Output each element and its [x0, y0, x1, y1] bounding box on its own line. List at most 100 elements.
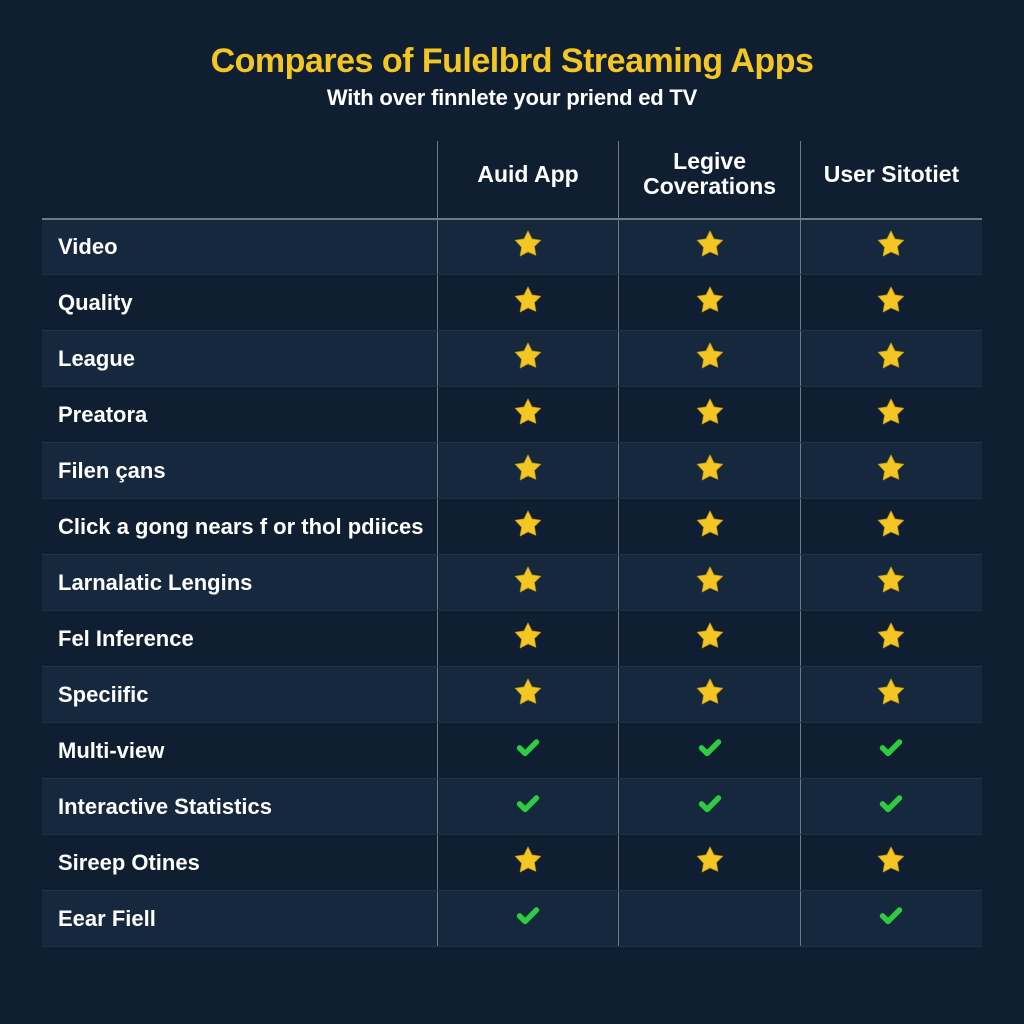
cell: [800, 723, 982, 779]
star-icon: [512, 284, 544, 316]
table-row: Eear Fiell: [42, 891, 982, 947]
star-icon: [694, 340, 726, 372]
cell: [619, 387, 801, 443]
col-header-1: Auid App: [437, 141, 619, 219]
star-icon: [875, 508, 907, 540]
star-icon: [512, 396, 544, 428]
cell: [800, 499, 982, 555]
star-icon: [875, 284, 907, 316]
cell: [619, 499, 801, 555]
star-icon: [694, 396, 726, 428]
table-row: Multi-view: [42, 723, 982, 779]
cell: [437, 331, 619, 387]
row-label: Video: [42, 219, 437, 275]
cell: [437, 387, 619, 443]
row-label: Filen çans: [42, 443, 437, 499]
table-row: League: [42, 331, 982, 387]
cell: [800, 443, 982, 499]
col-header-2: Legive Coverations: [619, 141, 801, 219]
check-icon: [513, 733, 543, 763]
star-icon: [694, 564, 726, 596]
row-label: Speciific: [42, 667, 437, 723]
table-row: Video: [42, 219, 982, 275]
row-label: Larnalatic Lengins: [42, 555, 437, 611]
star-icon: [694, 676, 726, 708]
cell: [800, 219, 982, 275]
table-body: Video Quality League Preatora Filen çans…: [42, 219, 982, 947]
check-icon: [513, 789, 543, 819]
cell: [437, 835, 619, 891]
page-subtitle: With over finnlete your priend ed TV: [42, 85, 982, 111]
cell: [619, 723, 801, 779]
cell: [800, 891, 982, 947]
star-icon: [875, 620, 907, 652]
table-row: Interactive Statistics: [42, 779, 982, 835]
table-row: Fel Inference: [42, 611, 982, 667]
star-icon: [875, 676, 907, 708]
table-row: Sireep Otines: [42, 835, 982, 891]
table-row: Speciific: [42, 667, 982, 723]
star-icon: [694, 452, 726, 484]
cell: [800, 275, 982, 331]
table-row: Filen çans: [42, 443, 982, 499]
star-icon: [694, 228, 726, 260]
star-icon: [875, 340, 907, 372]
cell: [800, 555, 982, 611]
row-label: Multi-view: [42, 723, 437, 779]
star-icon: [512, 452, 544, 484]
star-icon: [512, 844, 544, 876]
cell: [437, 219, 619, 275]
cell: [437, 611, 619, 667]
cell: [437, 275, 619, 331]
star-icon: [694, 620, 726, 652]
table-row: Quality: [42, 275, 982, 331]
cell: [619, 835, 801, 891]
star-icon: [875, 452, 907, 484]
cell: [800, 779, 982, 835]
check-icon: [513, 901, 543, 931]
cell: [437, 891, 619, 947]
table-row: Larnalatic Lengins: [42, 555, 982, 611]
star-icon: [694, 508, 726, 540]
check-icon: [695, 789, 725, 819]
row-label: Interactive Statistics: [42, 779, 437, 835]
cell: [437, 779, 619, 835]
cell: [437, 443, 619, 499]
star-icon: [512, 564, 544, 596]
comparison-table: Auid App Legive Coverations User Sitotie…: [42, 141, 982, 947]
cell: [800, 387, 982, 443]
star-icon: [512, 620, 544, 652]
cell: [619, 275, 801, 331]
table-header: Auid App Legive Coverations User Sitotie…: [42, 141, 982, 219]
cell: [437, 723, 619, 779]
col-header-3: User Sitotiet: [800, 141, 982, 219]
cell: [437, 667, 619, 723]
cell: [437, 555, 619, 611]
cell: [800, 331, 982, 387]
row-label: Click a gong nears f or thol pdiices: [42, 499, 437, 555]
row-label: Sireep Otines: [42, 835, 437, 891]
row-label: Eear Fiell: [42, 891, 437, 947]
cell: [619, 331, 801, 387]
star-icon: [875, 228, 907, 260]
star-icon: [694, 284, 726, 316]
check-icon: [695, 733, 725, 763]
comparison-infographic: Compares of Fulelbrd Streaming Apps With…: [0, 0, 1024, 1024]
cell: [800, 667, 982, 723]
cell: [619, 443, 801, 499]
star-icon: [875, 396, 907, 428]
star-icon: [512, 676, 544, 708]
cell: [800, 611, 982, 667]
cell: [619, 667, 801, 723]
col-header-0: [42, 141, 437, 219]
cell: [800, 835, 982, 891]
row-label: League: [42, 331, 437, 387]
cell: [619, 779, 801, 835]
cell: [619, 555, 801, 611]
star-icon: [512, 228, 544, 260]
star-icon: [694, 844, 726, 876]
check-icon: [876, 789, 906, 819]
check-icon: [876, 901, 906, 931]
cell: [619, 219, 801, 275]
cell: [619, 611, 801, 667]
